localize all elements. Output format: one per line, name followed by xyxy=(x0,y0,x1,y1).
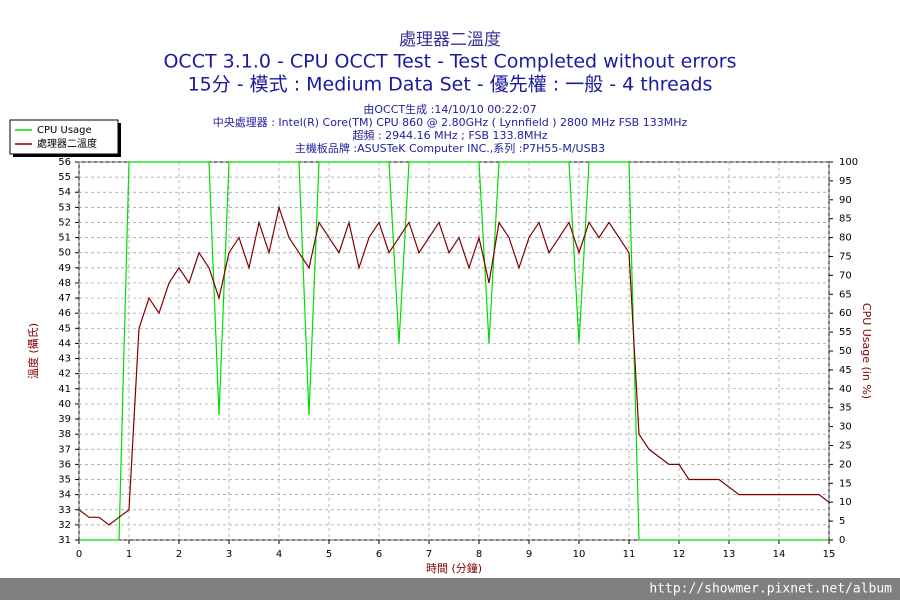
info-line: 由OCCT生成 :14/10/10 00:22:07 xyxy=(363,102,536,116)
y2-tick-label: 90 xyxy=(839,195,852,206)
x-tick-label: 5 xyxy=(326,549,332,560)
legend-box xyxy=(9,119,119,155)
y2-tick-label: 15 xyxy=(839,478,852,489)
y-tick-label: 42 xyxy=(58,369,71,380)
plot-area xyxy=(78,161,830,541)
y-tick-label: 44 xyxy=(58,338,71,349)
y-tick-label: 50 xyxy=(58,248,71,259)
chart-subtitle: OCCT 3.1.0 - CPU OCCT Test - Test Comple… xyxy=(163,51,736,73)
y2-tick-label: 50 xyxy=(839,346,852,357)
info-line: 主機板品牌 :ASUSTeK Computer INC.,系列 :P7H55-M… xyxy=(295,141,605,155)
y-tick-label: 46 xyxy=(58,308,71,319)
y-tick-label: 43 xyxy=(58,354,71,365)
y-tick-label: 45 xyxy=(58,323,71,334)
series-line xyxy=(78,205,830,526)
y-tick-label: 34 xyxy=(58,490,71,501)
y-axis-label: 溫度 (攝氏) xyxy=(26,323,40,379)
y2-tick-label: 100 xyxy=(839,157,858,168)
y2-tick-label: 55 xyxy=(839,327,852,338)
x-tick-label: 8 xyxy=(476,549,482,560)
x-axis-label: 時間 (分鐘) xyxy=(426,561,482,575)
y-tick-label: 53 xyxy=(58,202,71,213)
y-tick-label: 32 xyxy=(58,520,71,531)
x-tick-label: 1 xyxy=(126,549,132,560)
y-tick-label: 48 xyxy=(58,278,71,289)
y-tick-label: 36 xyxy=(58,459,71,470)
y2-tick-label: 95 xyxy=(839,176,852,187)
y-tick-label: 54 xyxy=(58,187,71,198)
y-tick-label: 51 xyxy=(58,233,71,244)
y-tick-label: 41 xyxy=(58,384,71,395)
y2-tick-label: 5 xyxy=(839,516,845,527)
legend-label: CPU Usage xyxy=(37,125,92,136)
y2-tick-label: 80 xyxy=(839,233,852,244)
x-tick-label: 2 xyxy=(176,549,182,560)
y-tick-label: 49 xyxy=(58,263,71,274)
x-tick-label: 13 xyxy=(723,549,736,560)
y-tick-label: 35 xyxy=(58,475,71,486)
y-tick-label: 37 xyxy=(58,444,71,455)
y-tick-label: 33 xyxy=(58,505,71,516)
y-tick-label: 47 xyxy=(58,293,71,304)
x-tick-label: 10 xyxy=(573,549,586,560)
footer-text: http://showmer.pixnet.net/album xyxy=(649,582,892,597)
y2-axis-label: CPU Usage (in %) xyxy=(860,303,873,399)
y2-tick-label: 45 xyxy=(839,365,852,376)
chart-subtitle: 15分 - 模式 : Medium Data Set - 優先權 : 一般 - … xyxy=(188,74,713,96)
y-tick-label: 39 xyxy=(58,414,71,425)
y2-tick-label: 70 xyxy=(839,270,852,281)
series-line xyxy=(79,161,829,541)
y-tick-label: 56 xyxy=(58,157,71,168)
legend-label: 處理器二溫度 xyxy=(37,137,97,150)
x-tick-label: 0 xyxy=(76,549,82,560)
chart-title: 處理器二溫度 xyxy=(399,30,501,50)
info-line: 中央處理器 : Intel(R) Core(TM) CPU 860 @ 2.80… xyxy=(213,115,688,129)
y-tick-label: 31 xyxy=(58,535,71,546)
y2-tick-label: 85 xyxy=(839,214,852,225)
y2-tick-label: 0 xyxy=(839,535,845,546)
x-tick-label: 6 xyxy=(376,549,382,560)
footer-bar xyxy=(0,578,900,600)
x-tick-label: 11 xyxy=(623,549,636,560)
x-tick-label: 9 xyxy=(526,549,532,560)
y2-tick-label: 40 xyxy=(839,384,852,395)
y-tick-label: 40 xyxy=(58,399,71,410)
y2-tick-label: 30 xyxy=(839,422,852,433)
y2-tick-label: 10 xyxy=(839,497,852,508)
y-tick-label: 38 xyxy=(58,429,71,440)
y-tick-label: 52 xyxy=(58,217,71,228)
y2-tick-label: 60 xyxy=(839,308,852,319)
y2-tick-label: 65 xyxy=(839,289,852,300)
x-tick-label: 3 xyxy=(226,549,232,560)
x-tick-label: 12 xyxy=(673,549,686,560)
info-line: 超頻 : 2944.16 MHz ; FSB 133.8MHz xyxy=(352,128,547,142)
y2-tick-label: 20 xyxy=(839,459,852,470)
x-tick-label: 7 xyxy=(426,549,432,560)
x-tick-label: 4 xyxy=(276,549,282,560)
x-tick-label: 15 xyxy=(823,549,836,560)
y2-tick-label: 25 xyxy=(839,441,852,452)
x-tick-label: 14 xyxy=(773,549,786,560)
y-tick-label: 55 xyxy=(58,172,71,183)
y2-tick-label: 75 xyxy=(839,252,852,263)
y2-tick-label: 35 xyxy=(839,403,852,414)
